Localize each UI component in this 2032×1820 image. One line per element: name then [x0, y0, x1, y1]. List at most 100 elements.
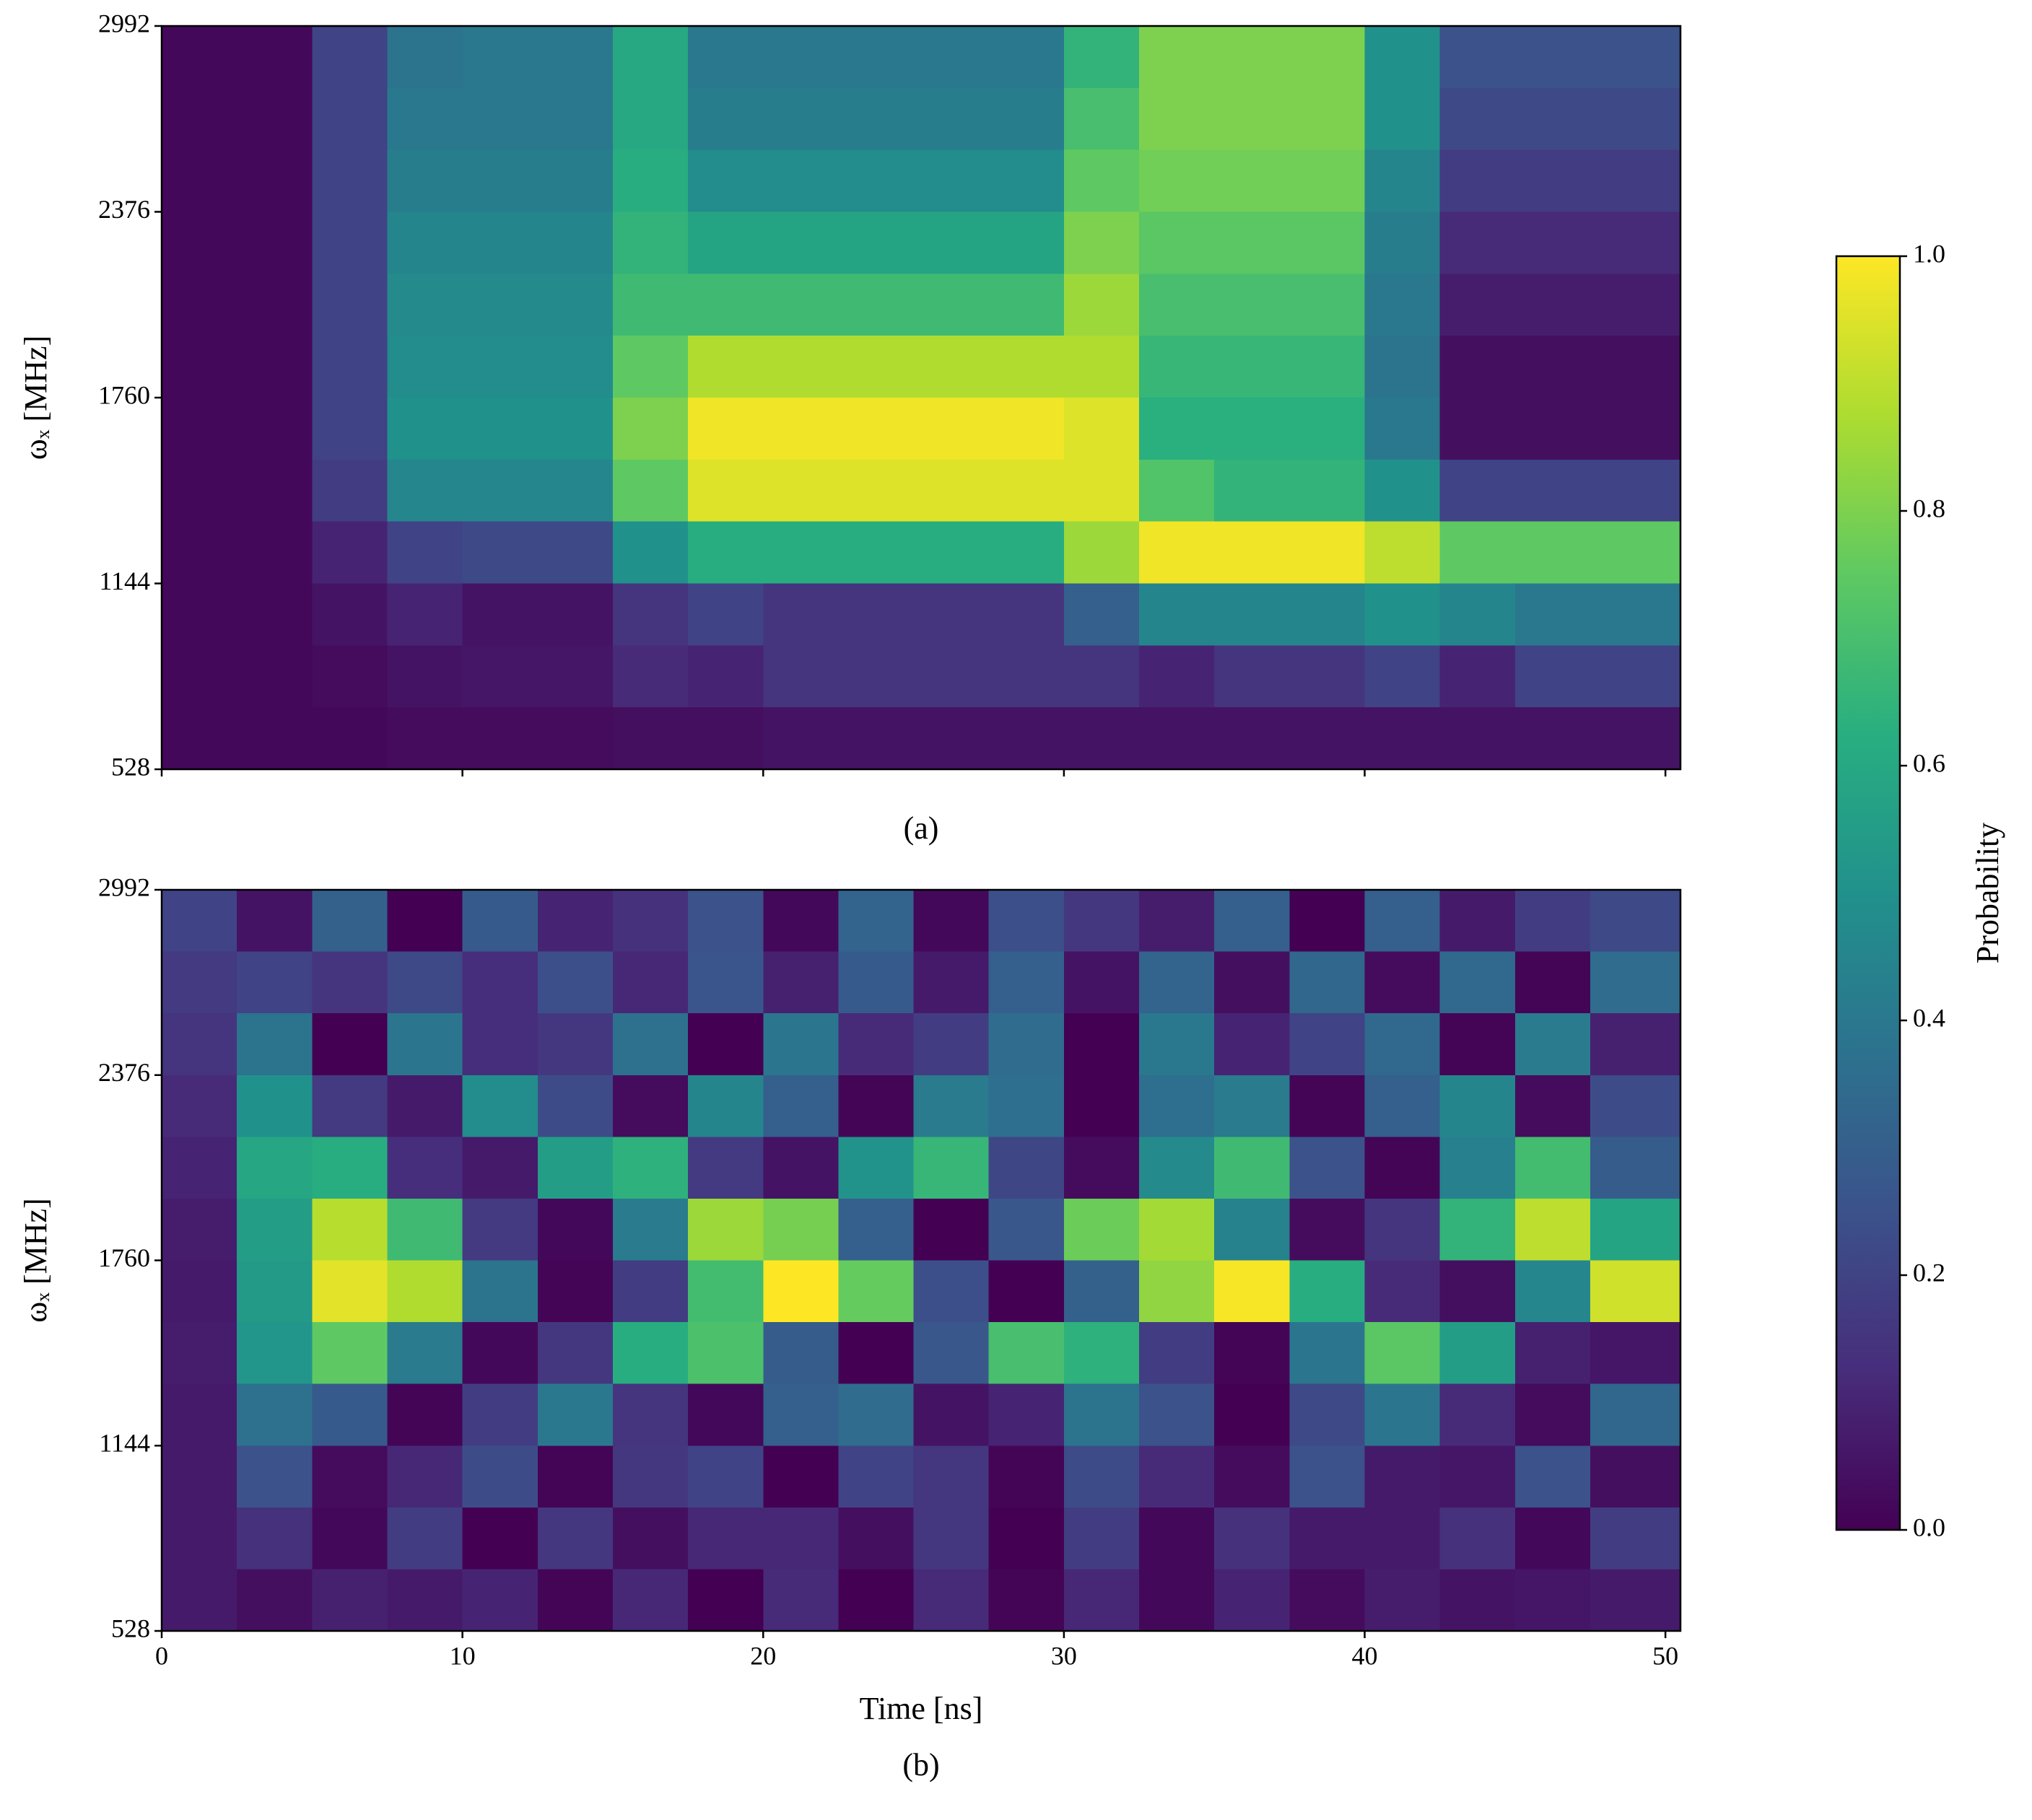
- panel-caption: (a): [904, 810, 939, 846]
- heatmap-cell: [162, 1445, 237, 1508]
- heatmap-cell: [1289, 459, 1366, 522]
- heatmap-cell: [1439, 1075, 1516, 1138]
- heatmap-cell: [1139, 1322, 1215, 1385]
- heatmap-cell: [462, 1198, 538, 1261]
- heatmap-cell: [1139, 1507, 1215, 1570]
- heatmap-cell: [1364, 459, 1441, 522]
- x-tick-label: 40: [1352, 1641, 1378, 1670]
- heatmap-cell: [913, 1383, 990, 1446]
- heatmap-cell: [1514, 459, 1591, 522]
- heatmap-cell: [387, 26, 463, 89]
- heatmap-cell: [763, 26, 840, 89]
- heatmap-cell: [1214, 26, 1290, 89]
- heatmap-cell: [1139, 583, 1215, 647]
- heatmap-cell: [537, 1137, 614, 1199]
- heatmap-cell: [1590, 1507, 1681, 1570]
- heatmap-cell: [1514, 583, 1591, 647]
- heatmap-cell: [988, 1383, 1065, 1446]
- heatmap-cell: [1214, 149, 1290, 212]
- heatmap-cell: [988, 707, 1065, 770]
- heatmap-cell: [462, 951, 538, 1014]
- heatmap-cell: [387, 890, 463, 953]
- heatmap-cell: [763, 890, 840, 953]
- heatmap-cell: [162, 336, 237, 398]
- heatmap-cell: [1514, 87, 1591, 151]
- heatmap-cell: [1139, 1383, 1215, 1446]
- heatmap-cell: [913, 1137, 990, 1199]
- heatmap-cell: [1139, 1445, 1215, 1508]
- heatmap-cell: [988, 87, 1065, 151]
- heatmap-cell: [1514, 1260, 1591, 1323]
- heatmap-cell: [1289, 274, 1366, 336]
- heatmap-cell: [838, 87, 915, 151]
- heatmap-cell: [537, 398, 614, 460]
- heatmap-cell: [688, 336, 764, 398]
- heatmap-cell: [1063, 87, 1140, 151]
- heatmap-cell: [838, 1445, 915, 1508]
- heatmap-cell: [1063, 211, 1140, 275]
- heatmap-cell: [1063, 274, 1140, 336]
- heatmap-cell: [162, 1137, 237, 1199]
- heatmap-cell: [537, 87, 614, 151]
- heatmap-cell: [162, 645, 237, 708]
- heatmap-cell: [312, 521, 388, 584]
- heatmap-cell: [537, 1322, 614, 1385]
- heatmap-cell: [688, 1322, 764, 1385]
- heatmap-cell: [1439, 890, 1516, 953]
- heatmap-cell: [537, 459, 614, 522]
- heatmap-cell: [1289, 149, 1366, 212]
- heatmap-cell: [1063, 26, 1140, 89]
- colorbar-tick-label: 0.8: [1913, 494, 1945, 522]
- heatmap-cell: [387, 1198, 463, 1261]
- heatmap-cell: [1590, 87, 1681, 151]
- heatmap-cell: [312, 459, 388, 522]
- heatmap-cell: [1439, 645, 1516, 708]
- heatmap-cell: [537, 1507, 614, 1570]
- heatmap-cell: [1514, 951, 1591, 1014]
- heatmap-cell: [462, 1569, 538, 1632]
- heatmap-cell: [462, 1260, 538, 1323]
- heatmap-cell: [988, 211, 1065, 275]
- heatmap-cell: [988, 1075, 1065, 1138]
- heatmap-cell: [988, 1013, 1065, 1076]
- heatmap-cell: [1439, 951, 1516, 1014]
- heatmap-cell: [537, 583, 614, 647]
- heatmap-cell: [688, 87, 764, 151]
- heatmap-cell: [838, 1013, 915, 1076]
- heatmap-cell: [537, 336, 614, 398]
- y-tick-label: 1144: [99, 566, 150, 595]
- heatmap-cell: [688, 398, 764, 460]
- heatmap-cell: [387, 1569, 463, 1632]
- heatmap-cell: [462, 645, 538, 708]
- heatmap-cell: [1590, 398, 1681, 460]
- heatmap-cell: [387, 1383, 463, 1446]
- heatmap-cell: [1590, 1322, 1681, 1385]
- heatmap-cell: [1439, 583, 1516, 647]
- heatmap-cell: [312, 1075, 388, 1138]
- heatmap-cell: [1063, 1260, 1140, 1323]
- heatmap-cell: [1514, 707, 1591, 770]
- heatmap-cell: [1289, 211, 1366, 275]
- heatmap-cell: [162, 149, 237, 212]
- colorbar: [1835, 255, 1901, 1531]
- heatmap-cell: [1063, 1013, 1140, 1076]
- heatmap-cell: [1364, 1507, 1441, 1570]
- heatmap-cell: [162, 1383, 237, 1446]
- heatmap-cell: [1289, 1569, 1366, 1632]
- heatmap-cell: [1364, 1137, 1441, 1199]
- heatmap-cell: [763, 459, 840, 522]
- heatmap-cell: [838, 26, 915, 89]
- heatmap-cell: [1139, 1260, 1215, 1323]
- heatmap-cell: [612, 1322, 689, 1385]
- heatmap-cell: [237, 87, 313, 151]
- heatmap-cell: [162, 211, 237, 275]
- heatmap-cell: [312, 707, 388, 770]
- heatmap-cell: [462, 274, 538, 336]
- heatmap-cell: [1214, 1013, 1290, 1076]
- heatmap-cell: [1364, 398, 1441, 460]
- colorbar-tick-label: 0.6: [1913, 748, 1945, 777]
- x-tick-label: 20: [750, 1641, 776, 1670]
- heatmap-cell: [1590, 1013, 1681, 1076]
- heatmap-cell: [1590, 1383, 1681, 1446]
- y-tick-label: 1760: [98, 1243, 150, 1272]
